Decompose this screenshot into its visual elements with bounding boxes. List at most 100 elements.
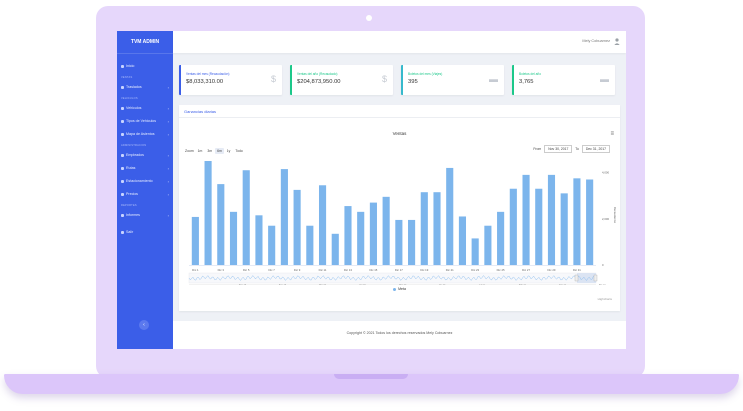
x-tick-label: Dic 19 xyxy=(420,268,428,272)
chart-bar[interactable] xyxy=(293,189,301,265)
chart-bar[interactable] xyxy=(497,211,505,265)
x-tick-label: Dic 21 xyxy=(446,268,454,272)
sidebar-item-8[interactable]: Precios › xyxy=(117,188,173,201)
sidebar-item-2[interactable]: Vehiculos › xyxy=(117,102,173,115)
scrollbar[interactable] xyxy=(189,284,596,285)
chart-credits[interactable]: Highcharts xyxy=(597,297,612,301)
chart-bar[interactable] xyxy=(535,188,543,265)
sidebar-nav: Inicio VENTAS Traslados › VEHICULOS Vehiculos… xyxy=(117,54,173,239)
chart-bar[interactable] xyxy=(344,206,352,265)
chart-bar[interactable] xyxy=(268,225,276,265)
chart-bar[interactable] xyxy=(408,219,416,265)
stat-card-label: Ventas del mes (Recaudación) xyxy=(186,72,230,76)
stat-card: Ventas del año (Recaudado) $204,873,950.0… xyxy=(290,65,393,95)
chart-bar[interactable] xyxy=(191,216,199,265)
zoom-label: Zoom xyxy=(185,149,194,153)
navigator-label: Abr 23 xyxy=(599,284,606,286)
user-icon[interactable] xyxy=(614,38,620,45)
sidebar-collapse-button[interactable]: ‹ xyxy=(139,320,149,330)
sidebar-item-7[interactable]: Estacionamiento › xyxy=(117,175,173,188)
chart-bar[interactable] xyxy=(331,233,339,265)
chart-legend[interactable]: Meta xyxy=(179,287,620,291)
panel-title: Ganancias diarias xyxy=(184,109,217,114)
legend-label: Meta xyxy=(398,287,406,291)
navigator-selection[interactable] xyxy=(577,273,596,283)
sidebar-item-1[interactable]: Traslados › xyxy=(117,81,173,94)
zoom-option[interactable]: 1y xyxy=(226,149,231,153)
chart-bar[interactable] xyxy=(318,185,327,265)
nav-icon xyxy=(121,64,124,68)
nav-icon xyxy=(121,179,124,183)
zoom-option[interactable]: Todo xyxy=(235,149,243,153)
chart-bar[interactable] xyxy=(547,174,556,265)
chart-bar[interactable] xyxy=(242,170,250,265)
navigator-handle-right[interactable] xyxy=(593,274,598,282)
y-tick-label: 4,000 xyxy=(602,171,609,175)
dollar-icon: $ xyxy=(381,74,387,84)
chart-bar[interactable] xyxy=(395,219,403,265)
range-from-input[interactable]: Nov 30, 2017 xyxy=(544,145,573,153)
chart-bar[interactable] xyxy=(420,192,428,265)
chart-bar[interactable] xyxy=(573,178,581,265)
sidebar-item-9[interactable]: Informes › xyxy=(117,209,173,222)
nav-icon xyxy=(121,230,124,234)
date-range: From Nov 30, 2017 To Dec 31, 2017 xyxy=(533,145,612,153)
navigator-label: Dic 20 xyxy=(439,285,446,286)
sidebar-item-label: Precios xyxy=(126,192,138,196)
chevron-right-icon: › xyxy=(167,179,169,184)
chart-bar[interactable] xyxy=(280,169,288,265)
sidebar-section-heading: ADMINISTRACION xyxy=(121,144,147,147)
chart-bar[interactable] xyxy=(471,238,479,265)
navigator-label: Oct 19 xyxy=(359,284,366,286)
sidebar-item-10[interactable]: Salir xyxy=(117,226,173,239)
chart-bar[interactable] xyxy=(369,202,377,265)
chart-bar[interactable] xyxy=(458,216,467,265)
x-tick-label: Dic 31 xyxy=(573,268,581,272)
chart-bar[interactable] xyxy=(229,211,238,265)
zoom-option[interactable]: 1m xyxy=(197,149,203,153)
sidebar-item-3[interactable]: Tipos de Vehiculos › xyxy=(117,115,173,128)
chart-bar[interactable] xyxy=(357,211,365,265)
sidebar-item-5[interactable]: Empleados › xyxy=(117,149,173,162)
camera-dot xyxy=(366,15,372,21)
chart-bar[interactable] xyxy=(560,193,568,265)
chart-bar[interactable] xyxy=(217,184,225,265)
y-axis-title: Recaudación xyxy=(613,207,617,224)
sidebar-item-label: Traslados xyxy=(126,85,142,89)
chart-bar[interactable] xyxy=(446,167,454,265)
zoom-option[interactable]: 6m xyxy=(215,148,224,154)
sidebar-item-label: Mapa de Asientos xyxy=(126,132,155,136)
range-from-label: From xyxy=(533,147,542,151)
sidebar-item-label: Vehiculos xyxy=(126,106,142,110)
sidebar-item-4[interactable]: Mapa de Asientos › xyxy=(117,128,173,141)
navigator-label: Ago 18 xyxy=(279,284,287,286)
y-tick-label: 0 xyxy=(602,263,604,267)
chart-title: Ventas xyxy=(392,131,407,136)
brand-title[interactable]: TVM ADMIN xyxy=(117,31,173,54)
range-to-input[interactable]: Dec 31, 2017 xyxy=(581,145,610,153)
chart-bar[interactable] xyxy=(586,179,594,265)
y-tick-label: 2,000 xyxy=(602,217,609,221)
divider xyxy=(179,117,620,118)
hamburger-menu-icon[interactable]: ≡ xyxy=(610,131,614,137)
x-tick-label: Dic 17 xyxy=(395,268,403,272)
chart-bar[interactable] xyxy=(509,188,517,265)
x-tick-label: Dic 25 xyxy=(497,268,505,272)
chart-bar[interactable] xyxy=(484,225,492,265)
chart-bar[interactable] xyxy=(382,196,390,265)
navigator-label: Sep 22 xyxy=(559,285,567,286)
chart-bar[interactable] xyxy=(522,174,530,265)
navigator-handle-left[interactable] xyxy=(574,274,579,282)
chart-bar[interactable] xyxy=(433,192,441,265)
user-name[interactable]: Mely Cobuarnez xyxy=(582,39,610,43)
chart-bar[interactable] xyxy=(255,215,263,265)
chart-bar[interactable] xyxy=(204,161,212,265)
stat-card-label: Boletos del mes (Viajes) xyxy=(408,72,443,76)
sidebar-item-6[interactable]: Rutas › xyxy=(117,162,173,175)
zoom-selector: Zoom 1m 3m 6m 1y Todo xyxy=(185,148,245,154)
chart-bar[interactable] xyxy=(306,225,314,265)
zoom-option[interactable]: 3m xyxy=(207,149,213,153)
chevron-right-icon: › xyxy=(167,192,169,197)
sidebar-item-0[interactable]: Inicio xyxy=(117,60,173,73)
nav-icon xyxy=(121,85,124,89)
